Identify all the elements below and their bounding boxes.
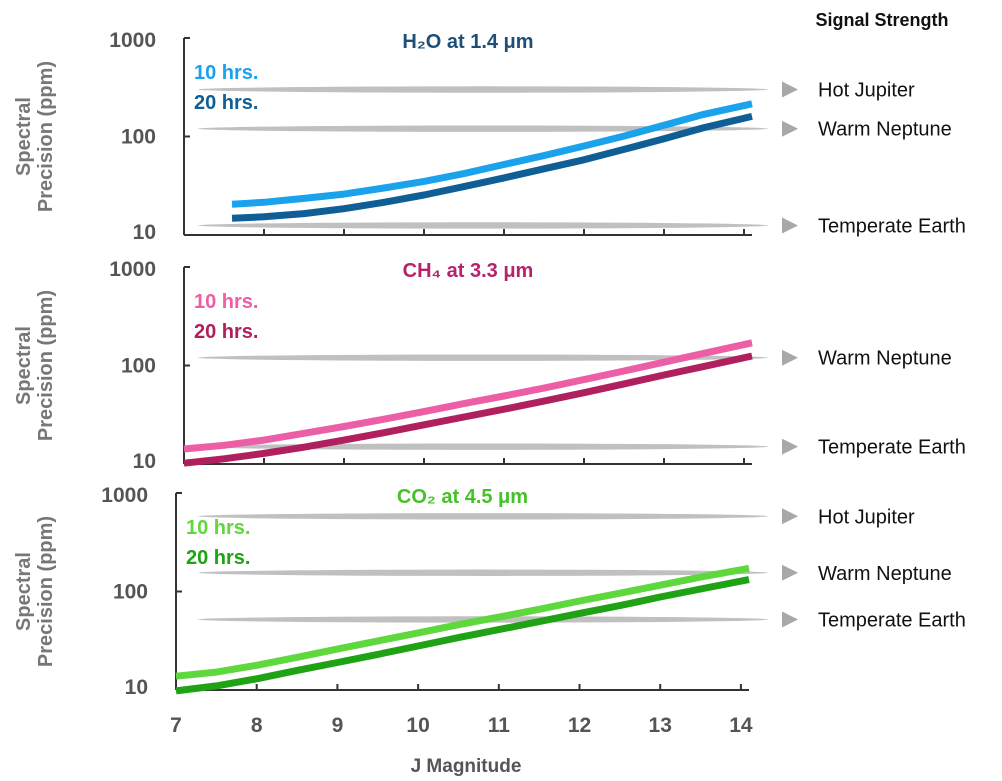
signal-label: Warm Neptune — [818, 119, 952, 141]
signal-label: Temperate Earth — [818, 609, 966, 631]
y-tick-label: 10 — [125, 676, 148, 699]
x-tick-label: 12 — [568, 714, 591, 737]
x-tick-label: 14 — [729, 714, 753, 737]
signal-label: Warm Neptune — [818, 348, 952, 370]
series-line — [183, 352, 753, 467]
signal-label: Warm Neptune — [818, 563, 952, 585]
x-tick-label: 13 — [649, 714, 672, 737]
x-tick-label: 10 — [406, 714, 429, 737]
legend-entry: 20 hrs. — [194, 321, 258, 343]
signal-band — [198, 125, 768, 132]
signal-label: Hot Jupiter — [818, 506, 915, 528]
y-tick-label: 100 — [113, 581, 148, 604]
series-line — [231, 100, 753, 208]
series-line — [183, 339, 753, 453]
chart-panel-2: Warm Neptune Temperate Earth 10 100 1000 Spec… — [13, 258, 966, 473]
y-tick-label: 1000 — [101, 484, 148, 507]
legend-entry: 10 hrs. — [186, 517, 250, 539]
signal-marker-icon — [782, 349, 798, 366]
x-tick-label: 11 — [488, 714, 511, 737]
signal-marker-icon — [782, 564, 798, 581]
signal-band — [198, 354, 768, 361]
y-tick-label: 10 — [133, 450, 156, 473]
y-tick-label: 100 — [121, 126, 156, 149]
y-tick-label: 10 — [133, 221, 156, 244]
legend-entry: 20 hrs. — [194, 92, 258, 114]
signal-marker-icon — [782, 438, 798, 455]
signal-band — [198, 513, 768, 520]
series-line — [231, 112, 753, 222]
y-axis-label: SpectralPrecision (ppm) — [13, 516, 57, 667]
x-tick-label: 9 — [332, 714, 344, 737]
chart-panel-1: Hot Jupiter Warm Neptune Temperate Earth 10… — [13, 29, 966, 244]
x-tick-label: 8 — [251, 714, 263, 737]
signal-marker-icon — [782, 120, 798, 137]
y-tick-label: 1000 — [109, 29, 156, 52]
y-axis-label: SpectralPrecision (ppm) — [13, 290, 57, 441]
signal-label: Hot Jupiter — [818, 80, 915, 102]
signal-band — [198, 222, 768, 229]
y-tick-label: 100 — [121, 355, 156, 378]
panel-title: H₂O at 1.4 μm — [402, 31, 533, 53]
x-tick-label: 7 — [170, 714, 182, 737]
panel-title: CH₄ at 3.3 μm — [403, 260, 534, 282]
signal-band — [198, 569, 768, 576]
y-tick-label: 1000 — [109, 258, 156, 281]
signal-label: Temperate Earth — [818, 215, 966, 237]
signal-marker-icon — [782, 81, 798, 98]
panel-title: CO₂ at 4.5 μm — [397, 486, 528, 508]
x-axis-label: J Magnitude — [411, 756, 522, 777]
signal-band — [198, 86, 768, 93]
legend-entry: 20 hrs. — [186, 547, 250, 569]
signal-band — [198, 443, 768, 450]
signal-strength-header: Signal Strength — [815, 10, 948, 30]
signal-marker-icon — [782, 508, 798, 525]
y-axis-label: SpectralPrecision (ppm) — [13, 61, 57, 212]
signal-marker-icon — [782, 611, 798, 628]
series-line — [175, 576, 750, 695]
signal-marker-icon — [782, 217, 798, 234]
signal-label: Temperate Earth — [818, 437, 966, 459]
series-line — [175, 564, 750, 680]
legend-entry: 10 hrs. — [194, 291, 258, 313]
legend-entry: 10 hrs. — [194, 62, 258, 84]
chart-panel-3: Hot Jupiter Warm Neptune Temperate Earth 10… — [13, 484, 966, 737]
